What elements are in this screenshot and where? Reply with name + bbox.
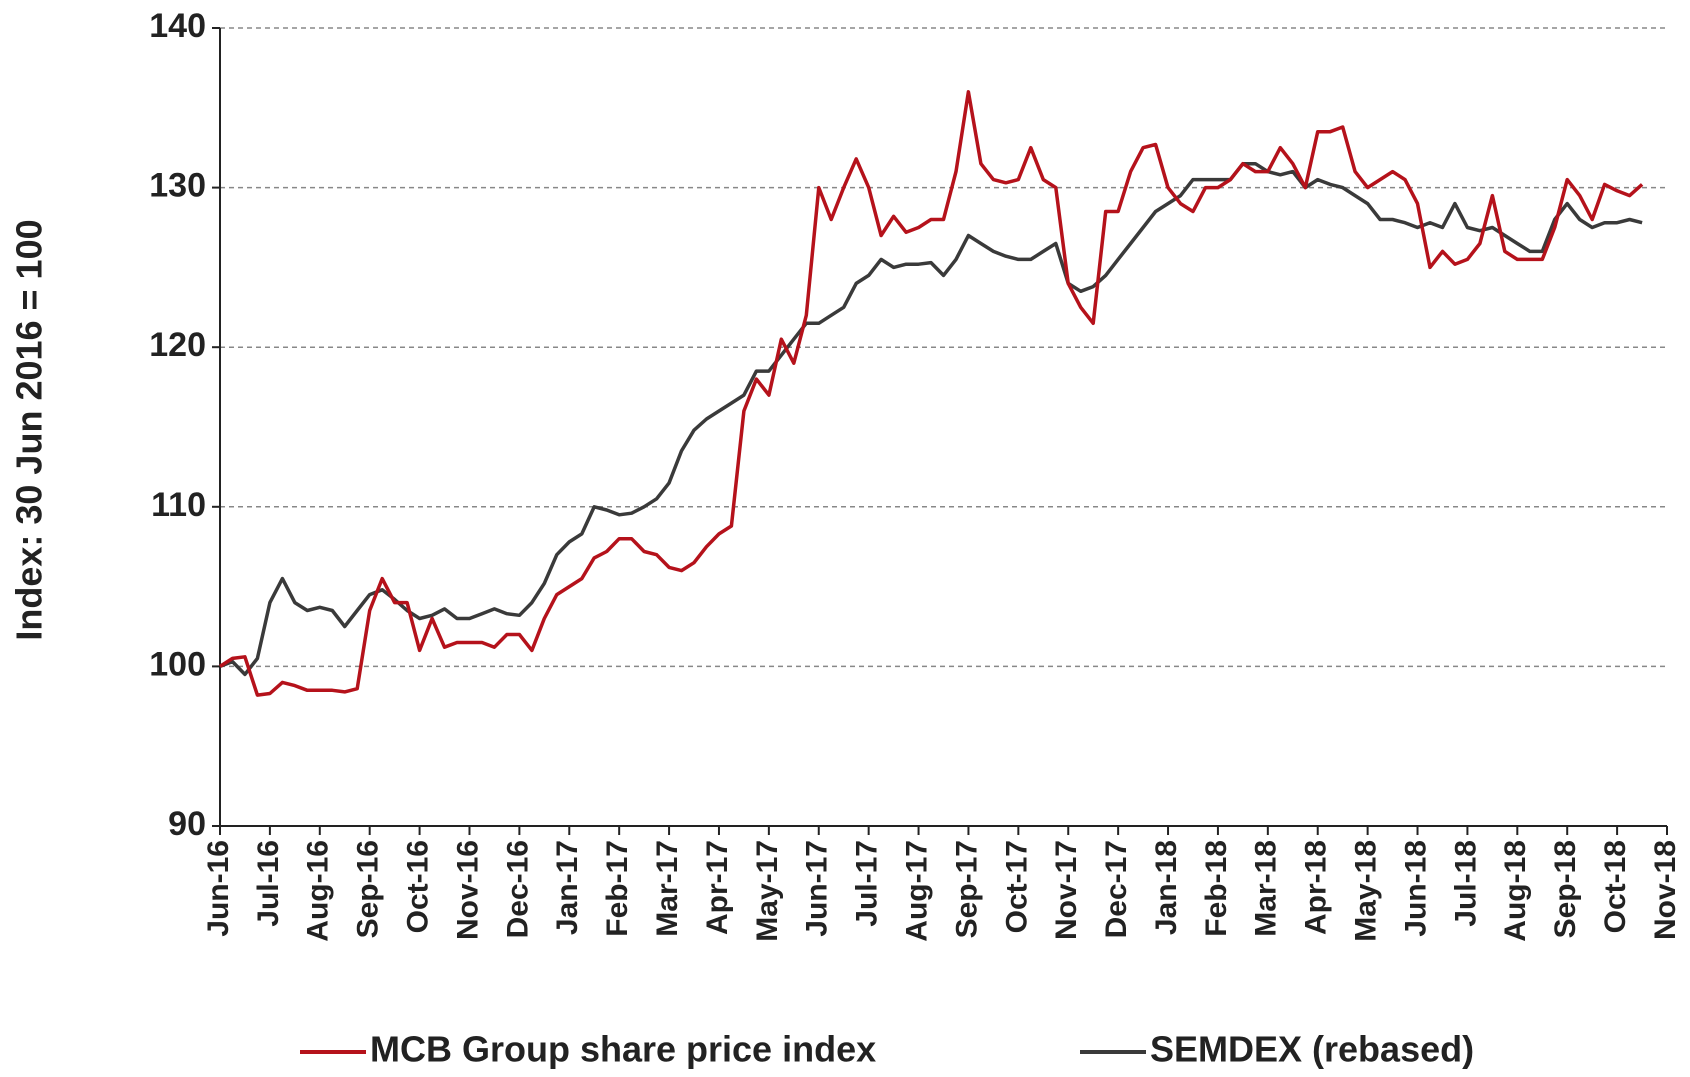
x-tick-label: Aug-18 (1499, 840, 1532, 942)
x-tick-label: Nov-16 (451, 840, 484, 940)
x-tick-label: Oct-18 (1599, 840, 1632, 933)
x-tick-label: Mar-17 (651, 840, 684, 937)
y-tick-label: 110 (151, 486, 206, 524)
x-tick-label: Jun-18 (1399, 840, 1432, 937)
x-tick-label: Sep-17 (950, 840, 983, 938)
x-tick-label: Jun-17 (801, 840, 834, 937)
y-axis-title: Index: 30 Jun 2016 = 100 (9, 219, 50, 640)
x-tick-label: Dec-16 (501, 840, 534, 938)
x-tick-label: Sep-18 (1549, 840, 1582, 938)
x-tick-label: Jul-16 (252, 840, 285, 927)
y-tick-label: 90 (168, 805, 206, 843)
x-tick-label: Jun-16 (202, 840, 235, 937)
series-line (219, 90, 1644, 697)
y-tick-label: 120 (149, 326, 206, 364)
x-tick-label: Jul-18 (1449, 840, 1482, 927)
legend-label: SEMDEX (rebased) (1150, 1029, 1474, 1070)
x-tick-label: Nov-18 (1649, 840, 1682, 940)
x-tick-label: Apr-17 (701, 840, 734, 935)
y-tick-label: 130 (149, 167, 206, 205)
x-tick-label: Feb-18 (1200, 840, 1233, 937)
y-tick-label: 140 (149, 7, 206, 45)
x-tick-label: Oct-17 (1000, 840, 1033, 933)
x-tick-label: Jan-17 (551, 840, 584, 935)
x-tick-label: Aug-17 (900, 840, 933, 942)
series-line (219, 161, 1643, 677)
x-tick-label: May-17 (751, 840, 784, 942)
x-tick-label: Feb-17 (601, 840, 634, 937)
x-tick-label: Jan-18 (1150, 840, 1183, 935)
y-tick-label: 100 (149, 645, 206, 683)
x-tick-label: Apr-18 (1300, 840, 1333, 935)
x-tick-label: Nov-17 (1050, 840, 1083, 940)
x-tick-label: May-18 (1350, 840, 1383, 942)
x-tick-label: Oct-16 (402, 840, 435, 933)
legend-label: MCB Group share price index (370, 1029, 876, 1070)
x-tick-label: Sep-16 (352, 840, 385, 938)
x-tick-label: Jul-17 (851, 840, 884, 927)
x-tick-label: Mar-18 (1250, 840, 1283, 937)
x-tick-label: Dec-17 (1100, 840, 1133, 938)
x-tick-label: Aug-16 (302, 840, 335, 942)
